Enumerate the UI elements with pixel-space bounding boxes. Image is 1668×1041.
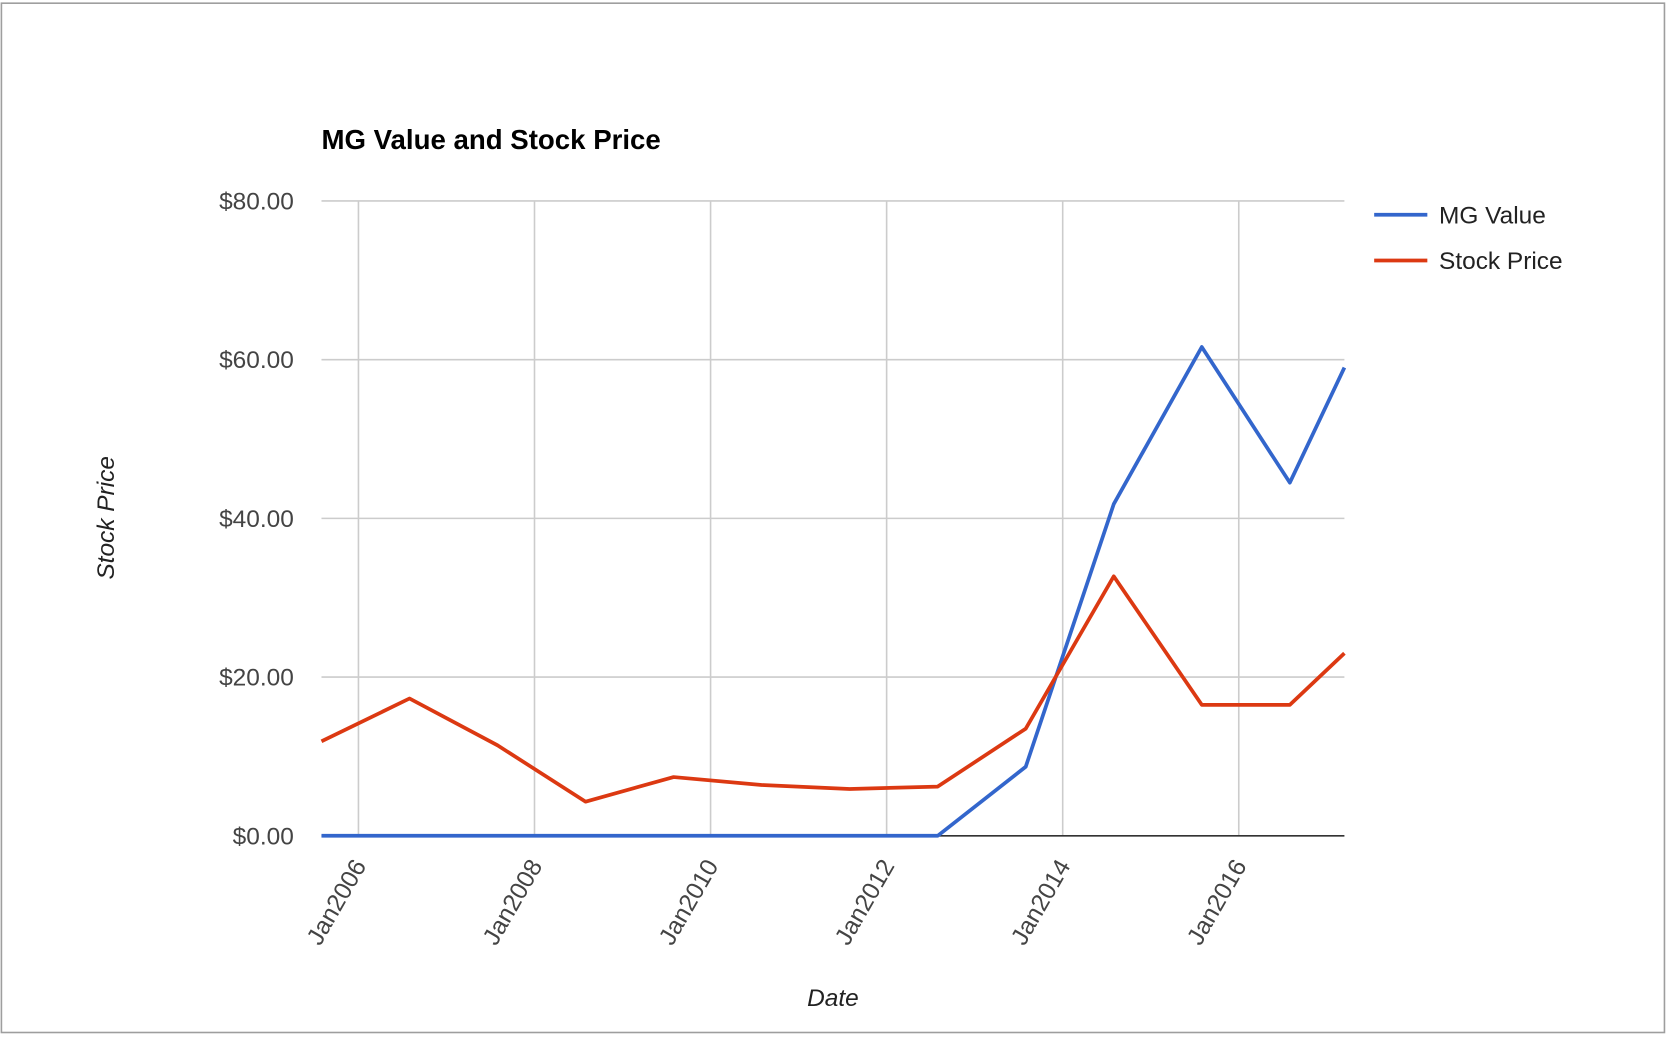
y-tick-label: $40.00 xyxy=(219,506,294,533)
y-tick-label: $20.00 xyxy=(219,665,294,692)
legend-label: Stock Price xyxy=(1439,248,1563,275)
chart-title: MG Value and Stock Price xyxy=(321,124,660,155)
x-axis-title: Date xyxy=(807,985,859,1012)
series-line xyxy=(321,345,1347,838)
y-axis-title: Stock Price xyxy=(93,456,120,580)
y-tick-label: $80.00 xyxy=(219,188,294,215)
y-tick-label: $0.00 xyxy=(233,823,294,850)
y-tick-label: $60.00 xyxy=(219,347,294,374)
legend-label: MG Value xyxy=(1439,202,1546,229)
series-line xyxy=(320,574,1346,804)
